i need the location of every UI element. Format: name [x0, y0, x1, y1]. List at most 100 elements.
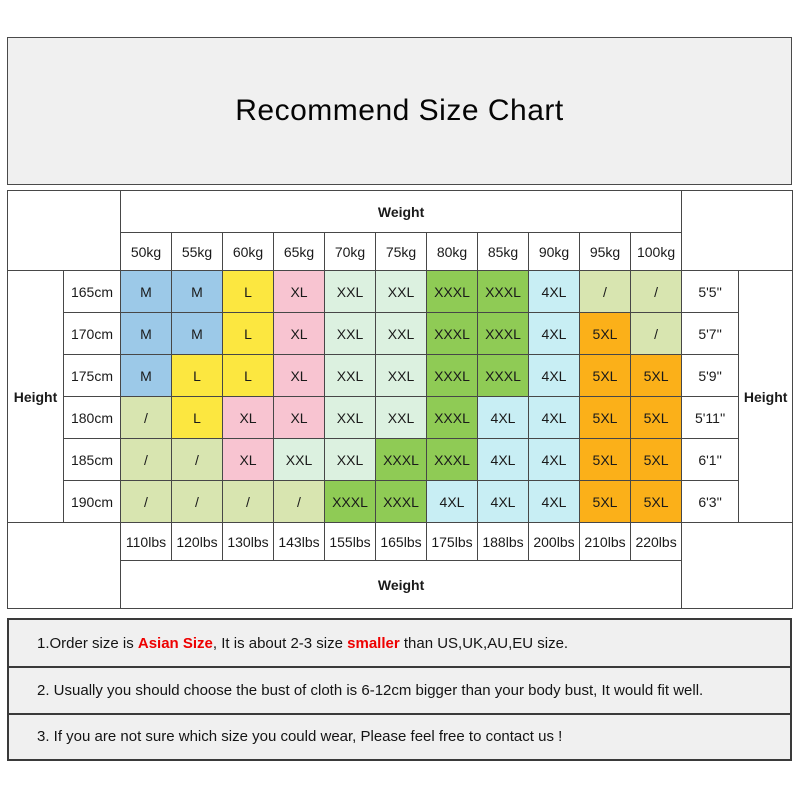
height-cm-label: 165cm [63, 270, 121, 313]
table-row: 180cm / L XL XL XXL XXL XXXL 4XL 4XL 5XL… [8, 396, 793, 439]
height-ft-label: 5'11'' [681, 396, 740, 439]
weight-label-bottom: Weight [119, 560, 683, 609]
size-cell: XXXL [477, 270, 529, 313]
weight-label-top: Weight [119, 190, 683, 233]
size-cell: XL [222, 396, 274, 439]
size-cell: 5XL [579, 354, 631, 397]
size-cell: / [629, 270, 683, 313]
size-cell: 5XL [629, 480, 683, 523]
kg-header: 80kg [426, 232, 478, 271]
lbs-header: 120lbs [171, 522, 223, 561]
kg-header: 50kg [120, 232, 172, 271]
note-3: 3. If you are not sure which size you co… [9, 712, 790, 759]
table-row: 190cm / / / / XXXL XXXL 4XL 4XL 4XL 5XL … [8, 480, 793, 523]
size-cell: XXXL [426, 354, 478, 397]
size-cell: XXXL [477, 354, 529, 397]
height-label-right: Height [738, 270, 794, 523]
note-2: 2. Usually you should choose the bust of… [9, 666, 790, 712]
size-cell: / [120, 480, 172, 523]
lbs-header: 110lbs [120, 522, 172, 561]
height-ft-label: 6'3'' [681, 480, 740, 523]
lbs-header: 175lbs [426, 522, 478, 561]
corner-bottom-left [7, 522, 121, 609]
size-cell: XXL [324, 438, 376, 481]
size-cell: XL [273, 396, 325, 439]
size-table: Weight 50kg 55kg 60kg 65kg 70kg 75kg 80k… [7, 190, 794, 609]
height-cm-label: 180cm [63, 396, 121, 439]
height-cm-label: 185cm [63, 438, 121, 481]
size-cell: 5XL [579, 312, 631, 355]
size-cell: XXXL [375, 438, 427, 481]
size-cell: XXL [273, 438, 325, 481]
size-cell: XXXL [426, 396, 478, 439]
size-cell: XL [273, 270, 325, 313]
size-cell: 5XL [629, 396, 683, 439]
size-cell: XXL [324, 354, 376, 397]
lbs-header: 220lbs [629, 522, 683, 561]
kg-header: 65kg [273, 232, 325, 271]
size-cell: 4XL [528, 312, 580, 355]
lbs-header: 200lbs [528, 522, 580, 561]
kg-header: 95kg [579, 232, 631, 271]
lbs-header-row: 110lbs 120lbs 130lbs 143lbs 155lbs 165lb… [7, 522, 794, 609]
size-cell: 4XL [528, 396, 580, 439]
size-cell: 5XL [579, 480, 631, 523]
size-cell: XL [222, 438, 274, 481]
height-cm-label: 175cm [63, 354, 121, 397]
size-cell: 5XL [629, 438, 683, 481]
size-cell: XXL [324, 270, 376, 313]
size-cell: L [222, 354, 274, 397]
kg-header: 75kg [375, 232, 427, 271]
size-cell: 5XL [579, 396, 631, 439]
table-row: 185cm / / XL XXL XXL XXXL XXXL 4XL 4XL 5… [8, 438, 793, 481]
note-2-text: 2. Usually you should choose the bust of… [37, 681, 704, 699]
note-1-highlight-smaller: smaller [347, 634, 400, 652]
size-cell: M [171, 270, 223, 313]
notes-panel: 1.Order size is Asian Size, It is about … [7, 618, 792, 761]
kg-header-row: 50kg 55kg 60kg 65kg 70kg 75kg 80kg 85kg … [8, 232, 793, 271]
size-cell: XXL [375, 270, 427, 313]
size-cell: XXL [324, 396, 376, 439]
lbs-header: 130lbs [222, 522, 274, 561]
size-cell: 4XL [426, 480, 478, 523]
size-cell: / [120, 396, 172, 439]
corner-top-right [681, 190, 794, 271]
size-cell: XXXL [324, 480, 376, 523]
lbs-header: 210lbs [579, 522, 631, 561]
size-cell: / [579, 270, 631, 313]
table-row: Height 165cm M M L XL XXL XXL XXXL XXXL … [7, 270, 794, 523]
height-ft-label: 5'7'' [681, 312, 740, 355]
size-cell: 4XL [528, 480, 580, 523]
note-1-suffix: than US,UK,AU,EU size. [399, 634, 569, 652]
size-cell: XXL [324, 312, 376, 355]
size-cell: L [171, 354, 223, 397]
page-title: Recommend Size Chart [235, 94, 564, 127]
kg-header: 90kg [528, 232, 580, 271]
size-cell: 4XL [477, 396, 529, 439]
corner-top-left [7, 190, 121, 271]
lbs-header: 188lbs [477, 522, 529, 561]
note-1-highlight-asian-size: Asian Size [137, 634, 213, 652]
size-cell: M [120, 354, 172, 397]
size-cell: XXXL [375, 480, 427, 523]
note-1-middle: , It is about 2-3 size [212, 634, 348, 652]
corner-bottom-right [681, 522, 794, 609]
weight-header-row: Weight [7, 190, 794, 271]
title-banner: Recommend Size Chart [7, 37, 792, 185]
height-label-left: Height [7, 270, 64, 523]
size-cell: M [171, 312, 223, 355]
height-ft-label: 5'5'' [681, 270, 740, 313]
size-cell: L [222, 312, 274, 355]
size-cell: 5XL [579, 438, 631, 481]
height-cm-label: 190cm [63, 480, 121, 523]
height-ft-label: 5'9'' [681, 354, 740, 397]
size-cell: M [120, 270, 172, 313]
kg-header: 60kg [222, 232, 274, 271]
size-cell: XXL [375, 312, 427, 355]
size-cell: 4XL [528, 438, 580, 481]
note-1: 1.Order size is Asian Size, It is about … [9, 620, 790, 666]
size-cell: XXXL [477, 312, 529, 355]
kg-header: 85kg [477, 232, 529, 271]
height-cm-label: 170cm [63, 312, 121, 355]
